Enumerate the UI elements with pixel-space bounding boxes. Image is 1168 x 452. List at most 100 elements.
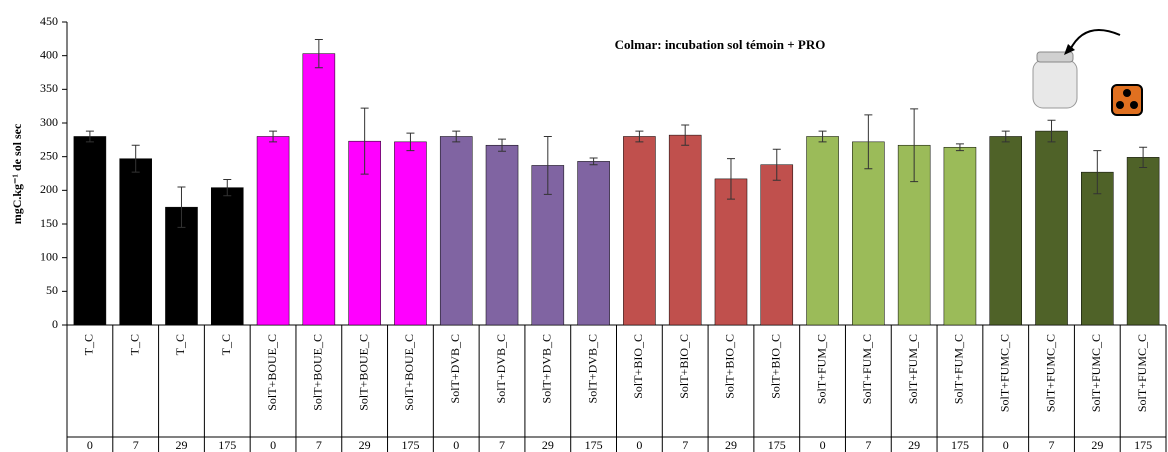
- y-tick-label: 400: [40, 47, 58, 61]
- bar: [623, 136, 656, 326]
- day-label: 175: [951, 438, 969, 452]
- x-tick-label: SolT+BIO_C: [769, 334, 783, 399]
- error-bar: [223, 179, 232, 197]
- y-tick-label: 0: [52, 317, 58, 331]
- error-bar: [1047, 119, 1056, 143]
- x-tick-label: T_C: [173, 334, 187, 355]
- bar: [439, 136, 473, 326]
- x-tick-label: SolT+DVB_C: [448, 334, 462, 403]
- x-tick-label: SolT+FUMC_C: [1043, 334, 1057, 412]
- x-tick-label: SolT+FUM_C: [814, 334, 828, 404]
- bar: [989, 136, 1023, 326]
- bar: [714, 178, 748, 326]
- day-label: 29: [908, 438, 920, 452]
- x-tick-label: SolT+BOUE_C: [402, 334, 416, 411]
- day-label: 29: [1091, 438, 1103, 452]
- x-tick-label: SolT+DVB_C: [494, 334, 508, 403]
- day-label: 7: [133, 438, 139, 452]
- bar: [943, 146, 977, 326]
- x-tick-label: T_C: [82, 334, 96, 355]
- y-tick-label: 450: [40, 14, 58, 28]
- day-label: 0: [270, 438, 276, 452]
- x-tick-label: T_C: [219, 334, 233, 355]
- bar: [119, 158, 152, 326]
- error-bar: [131, 144, 140, 173]
- error-bar: [1001, 130, 1010, 143]
- day-label: 7: [865, 438, 871, 452]
- error-bar: [177, 186, 186, 228]
- x-tick-label: SolT+FUM_C: [860, 334, 874, 404]
- bar: [1126, 157, 1160, 326]
- day-label: 175: [218, 438, 236, 452]
- bar: [806, 136, 839, 326]
- day-label: 0: [636, 438, 642, 452]
- bar: [394, 141, 427, 326]
- x-tick-label: SolT+DVB_C: [540, 334, 554, 403]
- bar: [302, 53, 336, 326]
- error-bar: [314, 39, 323, 69]
- day-label: 0: [87, 438, 93, 452]
- error-bar: [818, 130, 827, 143]
- error-bar: [635, 130, 644, 143]
- x-tick-label: SolT+BIO_C: [631, 334, 645, 399]
- bar: [668, 134, 702, 326]
- y-tick-label: 300: [40, 115, 58, 129]
- x-tick-label: SolT+BOUE_C: [356, 334, 370, 411]
- x-tick-label: SolT+FUM_C: [952, 334, 966, 404]
- y-tick-label: 100: [40, 249, 58, 263]
- x-tick-label: SolT+DVB_C: [585, 334, 599, 403]
- bar: [1035, 130, 1068, 326]
- y-tick-label: 50: [46, 283, 58, 297]
- error-bar: [452, 130, 461, 143]
- bar: [852, 141, 885, 326]
- bar: [1081, 171, 1114, 326]
- day-label: 7: [499, 438, 505, 452]
- chart-title: Colmar: incubation sol témoin + PRO: [615, 37, 826, 52]
- error-bar: [955, 143, 964, 152]
- bar: [210, 187, 244, 326]
- x-tick-label: SolT+FUMC_C: [997, 334, 1011, 412]
- day-label: 175: [401, 438, 419, 452]
- day-label: 29: [542, 438, 554, 452]
- day-label: 175: [585, 438, 603, 452]
- x-tick-label: SolT+BIO_C: [677, 334, 691, 399]
- day-label: 175: [768, 438, 786, 452]
- y-tick-label: 150: [40, 216, 58, 230]
- x-tick-label: T_C: [127, 334, 141, 355]
- error-bar: [269, 130, 278, 143]
- error-bar: [85, 130, 94, 143]
- jar-icon: [1032, 29, 1143, 116]
- error-bar: [406, 132, 415, 152]
- error-bar: [498, 138, 507, 152]
- error-bar: [589, 157, 598, 166]
- error-bar: [910, 108, 919, 183]
- x-tick-label: SolT+FUMC_C: [1135, 334, 1149, 412]
- x-tick-label: SolT+BIO_C: [723, 334, 737, 399]
- day-label: 0: [453, 438, 459, 452]
- bar: [577, 161, 610, 326]
- day-label: 29: [359, 438, 371, 452]
- day-label: 7: [1049, 438, 1055, 452]
- y-tick-label: 200: [40, 182, 58, 196]
- bar: [73, 136, 107, 326]
- error-bar: [1093, 150, 1102, 195]
- x-tick-label: SolT+FUM_C: [906, 334, 920, 404]
- bar: [256, 136, 290, 326]
- error-bar: [543, 135, 552, 195]
- day-label: 7: [682, 438, 688, 452]
- error-bar: [1139, 146, 1148, 168]
- x-tick-label: SolT+BOUE_C: [311, 334, 325, 411]
- error-bar: [864, 114, 873, 170]
- error-bar: [681, 124, 690, 146]
- error-bar: [772, 148, 781, 181]
- y-tick-label: 350: [40, 81, 58, 95]
- error-bar: [360, 107, 369, 175]
- day-label: 175: [1134, 438, 1152, 452]
- x-tick-label: SolT+FUMC_C: [1089, 334, 1103, 412]
- x-tick-label: SolT+BOUE_C: [265, 334, 279, 411]
- day-label: 0: [1003, 438, 1009, 452]
- y-tick-label: 250: [40, 148, 58, 162]
- bar: [485, 144, 519, 326]
- bar: [760, 164, 794, 326]
